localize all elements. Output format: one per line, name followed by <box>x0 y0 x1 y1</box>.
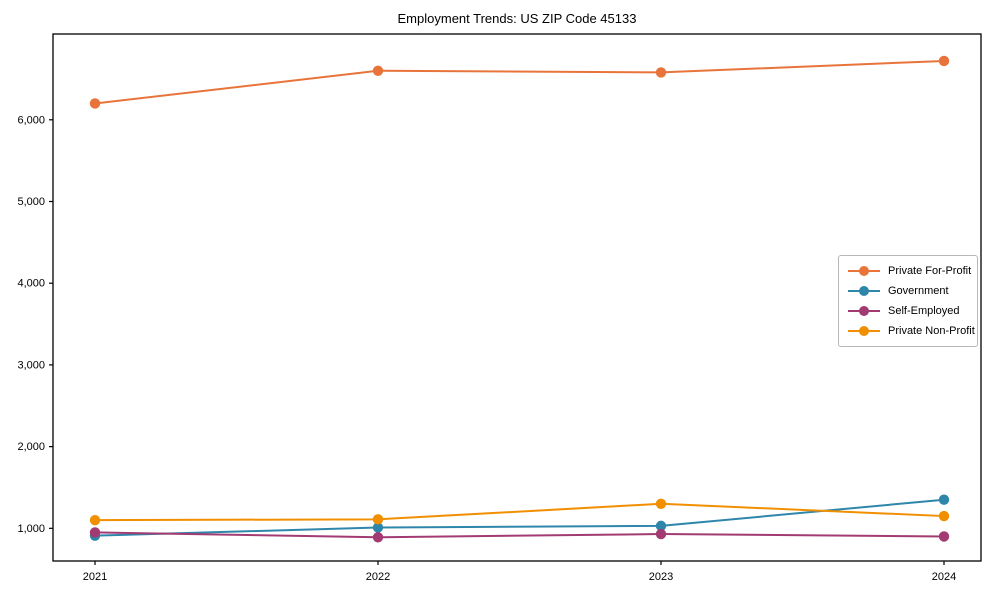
legend-item-private-non-profit: Private Non-Profit <box>848 321 975 341</box>
series-line-private-for-profit <box>94 59 945 105</box>
legend-item-self-employed: Self-Employed <box>848 301 969 321</box>
y-tick-label: 1,000 <box>17 523 45 535</box>
data-point-private-non-profit <box>938 510 950 522</box>
data-point-private-for-profit <box>89 98 101 109</box>
data-point-private-for-profit <box>655 67 667 78</box>
plot-border <box>52 33 982 562</box>
data-point-private-non-profit <box>89 514 101 526</box>
data-point-government <box>372 522 384 533</box>
y-tick-label: 2,000 <box>17 441 45 453</box>
legend-label: Private For-Profit <box>888 265 972 277</box>
legend-line-marker-icon <box>848 266 880 276</box>
data-point-self-employed <box>655 528 667 540</box>
legend-line-marker-icon <box>848 326 880 336</box>
legend: Private For-Profit Government Self-Employe… <box>838 255 978 347</box>
legend-item-private-for-profit: Private For-Profit <box>848 261 972 281</box>
series-line-self-employed <box>94 531 945 539</box>
data-point-government <box>655 520 667 532</box>
legend-item-government: Government <box>848 281 969 301</box>
data-point-self-employed <box>89 527 101 538</box>
data-point-self-employed <box>938 531 950 542</box>
data-point-private-non-profit <box>655 498 667 510</box>
x-tick-label: 2021 <box>83 571 107 583</box>
data-point-private-for-profit <box>938 55 950 67</box>
x-tick-label: 2024 <box>932 571 956 583</box>
x-tick-label: 2022 <box>366 571 390 583</box>
legend-label: Government <box>888 285 949 297</box>
series-line-government <box>94 498 945 537</box>
y-tick-label: 4,000 <box>17 278 45 290</box>
series-line-private-non-profit <box>94 502 945 522</box>
data-point-private-for-profit <box>372 65 384 76</box>
legend-label: Private Non-Profit <box>888 325 975 337</box>
data-point-self-employed <box>372 532 384 543</box>
y-tick-label: 6,000 <box>17 114 45 126</box>
x-tick-label: 2023 <box>649 571 673 583</box>
data-point-private-non-profit <box>372 514 384 525</box>
y-tick-label: 5,000 <box>17 196 45 208</box>
chart-title: Employment Trends: US ZIP Code 45133 <box>397 11 637 26</box>
y-tick-label: 3,000 <box>17 359 45 371</box>
data-point-government <box>938 494 950 505</box>
legend-line-marker-icon <box>848 286 880 296</box>
legend-line-marker-icon <box>848 306 880 316</box>
legend-label: Self-Employed <box>888 305 960 317</box>
